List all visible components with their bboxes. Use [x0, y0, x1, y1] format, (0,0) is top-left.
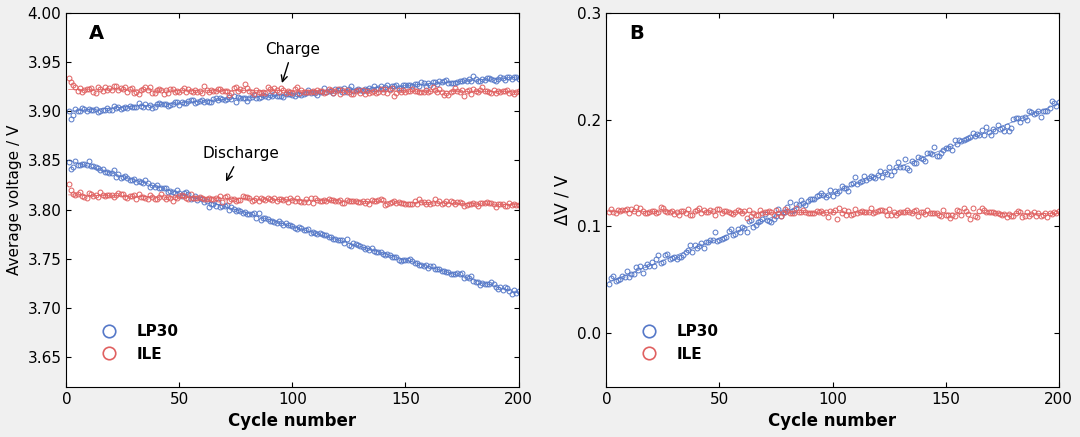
Y-axis label: Average voltage / V: Average voltage / V	[6, 125, 22, 275]
Text: B: B	[629, 24, 644, 43]
Text: Discharge: Discharge	[202, 146, 279, 180]
X-axis label: Cycle number: Cycle number	[769, 412, 896, 430]
X-axis label: Cycle number: Cycle number	[228, 412, 356, 430]
Text: A: A	[89, 24, 104, 43]
Text: Charge: Charge	[265, 42, 320, 82]
Legend: LP30, ILE: LP30, ILE	[87, 318, 185, 368]
Legend: LP30, ILE: LP30, ILE	[627, 318, 725, 368]
Y-axis label: ΔV / V: ΔV / V	[554, 175, 571, 225]
